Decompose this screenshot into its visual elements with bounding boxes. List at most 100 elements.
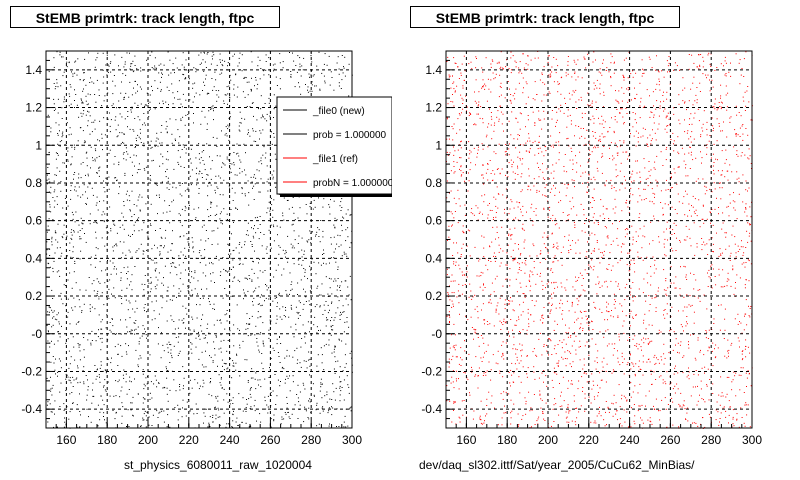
data-point xyxy=(504,322,506,324)
data-point xyxy=(527,55,529,57)
data-point xyxy=(740,246,742,248)
data-point xyxy=(261,353,263,354)
data-point xyxy=(458,144,460,146)
data-point xyxy=(245,277,247,279)
data-point xyxy=(279,88,281,90)
data-point xyxy=(696,246,698,248)
data-point xyxy=(690,113,692,115)
data-point xyxy=(133,130,135,132)
data-point xyxy=(144,169,146,171)
data-point xyxy=(503,130,504,132)
data-point xyxy=(164,245,165,247)
data-point xyxy=(745,51,747,53)
data-point xyxy=(530,407,532,409)
data-point xyxy=(720,97,721,99)
data-point xyxy=(197,382,199,384)
data-point xyxy=(130,65,132,67)
data-point xyxy=(96,294,98,296)
data-point xyxy=(581,135,583,137)
data-point xyxy=(186,313,188,315)
data-point xyxy=(120,298,122,299)
data-point xyxy=(290,74,292,76)
data-point xyxy=(660,331,662,333)
data-point xyxy=(714,98,716,100)
data-point xyxy=(640,97,642,99)
data-point xyxy=(187,114,189,115)
data-point xyxy=(573,180,575,182)
data-point xyxy=(615,169,617,171)
data-point xyxy=(204,116,206,118)
data-point xyxy=(104,95,106,97)
data-point xyxy=(204,256,206,258)
data-point xyxy=(116,245,118,247)
data-point xyxy=(66,235,68,237)
data-point xyxy=(594,420,596,422)
data-point xyxy=(80,98,82,100)
data-point xyxy=(293,212,295,214)
data-point xyxy=(598,139,600,141)
data-point xyxy=(159,165,161,167)
data-point xyxy=(461,400,463,402)
data-point xyxy=(604,218,606,219)
data-point xyxy=(655,69,657,71)
data-point xyxy=(688,228,690,230)
data-point xyxy=(482,303,484,305)
data-point xyxy=(73,144,75,146)
data-point xyxy=(316,304,318,306)
data-point xyxy=(123,201,125,202)
data-point xyxy=(674,392,676,394)
data-point xyxy=(481,87,483,89)
data-point xyxy=(207,323,209,325)
data-point xyxy=(121,132,123,134)
data-point xyxy=(186,233,188,235)
data-point xyxy=(500,393,502,395)
data-point xyxy=(225,270,227,272)
data-point xyxy=(81,99,82,101)
data-point xyxy=(258,108,259,110)
data-point xyxy=(225,363,227,365)
data-point xyxy=(57,143,59,145)
data-point xyxy=(656,181,658,183)
data-point xyxy=(267,395,269,397)
data-point xyxy=(607,329,609,331)
data-point xyxy=(233,249,235,251)
data-point xyxy=(126,353,128,355)
data-point xyxy=(236,354,238,356)
data-point xyxy=(692,104,694,106)
data-point xyxy=(189,392,191,394)
data-point xyxy=(464,340,465,342)
data-point xyxy=(677,166,679,168)
data-point xyxy=(686,412,688,414)
data-point xyxy=(568,250,570,252)
data-point xyxy=(241,70,243,72)
data-point xyxy=(97,209,99,211)
data-point xyxy=(745,207,747,208)
data-point xyxy=(124,172,126,174)
data-point xyxy=(683,400,685,402)
data-point xyxy=(194,270,196,272)
data-point xyxy=(50,411,52,413)
data-point xyxy=(259,316,261,318)
data-point xyxy=(128,96,130,98)
data-point xyxy=(226,350,228,352)
data-point xyxy=(496,275,498,277)
data-point xyxy=(293,230,295,232)
data-point xyxy=(149,392,151,394)
data-point xyxy=(236,304,238,306)
data-point xyxy=(455,203,457,205)
data-point xyxy=(621,352,623,354)
data-point xyxy=(329,423,330,425)
data-point xyxy=(255,287,257,289)
data-point xyxy=(469,283,471,285)
data-point xyxy=(214,406,216,408)
data-point xyxy=(689,168,691,169)
data-point xyxy=(278,293,280,295)
data-point xyxy=(553,57,555,58)
data-point xyxy=(339,376,340,378)
data-point xyxy=(727,170,729,172)
data-point xyxy=(338,73,340,75)
data-point xyxy=(732,416,734,418)
data-point xyxy=(84,233,85,234)
data-point xyxy=(211,230,213,232)
data-point xyxy=(251,368,253,370)
